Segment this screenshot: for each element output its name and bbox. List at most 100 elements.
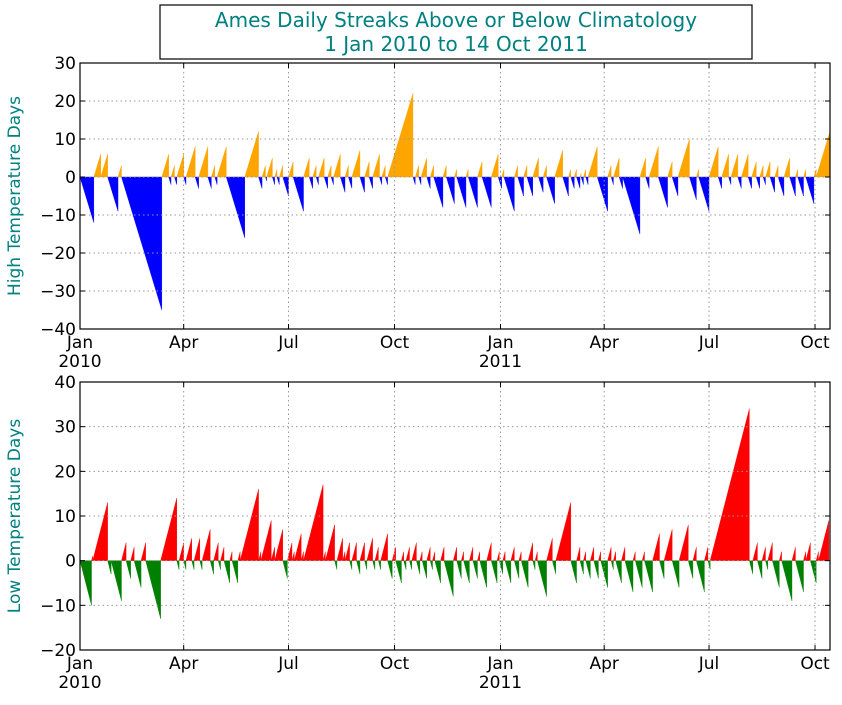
x-tick-label: Jul bbox=[698, 333, 720, 353]
streak-above-mark bbox=[401, 551, 404, 561]
streak-below-mark bbox=[356, 560, 361, 575]
streak-above-mark bbox=[288, 161, 294, 178]
streak-below-mark bbox=[207, 176, 212, 189]
streak-above-mark bbox=[678, 524, 689, 561]
streak-below-mark bbox=[258, 176, 263, 189]
streak-above-mark bbox=[322, 551, 326, 561]
streak-above-mark bbox=[818, 520, 830, 561]
streak-above-mark bbox=[583, 169, 586, 178]
x-tick-label: Jan bbox=[66, 654, 93, 674]
streak-above-mark bbox=[752, 542, 758, 561]
streak-below-mark bbox=[194, 176, 199, 189]
streak-below-mark bbox=[737, 176, 742, 189]
streak-above-mark bbox=[815, 131, 831, 178]
streak-below-mark bbox=[276, 176, 280, 185]
streak-above-mark bbox=[741, 154, 749, 178]
streak-below-mark bbox=[421, 560, 427, 579]
streak-above-mark bbox=[652, 533, 660, 561]
streak-above-mark bbox=[351, 150, 361, 178]
streak-above-mark bbox=[185, 538, 192, 561]
x-tick-label: Jul bbox=[277, 333, 299, 353]
x-tick-label: Jan bbox=[486, 333, 513, 353]
streak-above-mark bbox=[514, 165, 518, 178]
streak-above-mark bbox=[291, 551, 295, 561]
streak-above-mark bbox=[803, 551, 807, 561]
streak-below-mark bbox=[658, 176, 668, 208]
x-tick-year-label: 2011 bbox=[479, 352, 522, 372]
streak-below-mark bbox=[107, 176, 119, 212]
streak-below-mark bbox=[378, 560, 381, 570]
streak-above-mark bbox=[708, 146, 719, 178]
streak-below-mark bbox=[805, 176, 815, 204]
chart-subtitle: 1 Jan 2010 to 14 Oct 2011 bbox=[324, 32, 588, 56]
streak-below-mark bbox=[552, 560, 557, 575]
streak-above-mark bbox=[568, 169, 571, 178]
streak-above-mark bbox=[213, 542, 219, 561]
streak-below-mark bbox=[349, 560, 353, 570]
streak-above-mark bbox=[279, 165, 283, 178]
streak-above-mark bbox=[534, 551, 538, 561]
streak-below-mark bbox=[698, 176, 710, 212]
y-tick-label: 20 bbox=[54, 92, 76, 112]
streak-below-mark bbox=[168, 176, 172, 185]
streak-above-mark bbox=[420, 157, 427, 178]
streak-below-mark bbox=[340, 176, 346, 193]
streak-above-mark bbox=[607, 165, 612, 178]
streak-above-mark bbox=[260, 520, 272, 561]
streak-below-mark bbox=[199, 560, 203, 570]
streak-above-mark bbox=[432, 551, 436, 561]
y-tick-label: 30 bbox=[54, 54, 76, 74]
streak-above-mark bbox=[303, 484, 324, 561]
streak-above-mark bbox=[312, 165, 317, 178]
y-tick-label: −40 bbox=[40, 320, 76, 340]
streak-below-mark bbox=[125, 560, 131, 579]
streak-above-mark bbox=[607, 547, 612, 561]
x-tick-label: Oct bbox=[380, 333, 410, 353]
streak-below-mark bbox=[689, 176, 697, 200]
streak-below-mark bbox=[409, 560, 412, 570]
streak-below-mark bbox=[110, 560, 122, 601]
streak-below-mark bbox=[209, 560, 214, 575]
y-tick-label: −30 bbox=[40, 282, 76, 302]
streak-below-mark bbox=[272, 176, 275, 185]
y-axis-label: Low Temperature Days bbox=[5, 419, 25, 614]
streak-below-mark bbox=[538, 176, 544, 193]
streak-below-mark bbox=[503, 176, 515, 212]
x-tick-label: Apr bbox=[589, 654, 618, 674]
streak-above-mark bbox=[696, 169, 699, 178]
streak-above-mark bbox=[216, 146, 227, 178]
streak-above-mark bbox=[387, 93, 414, 178]
streak-above-mark bbox=[587, 146, 598, 178]
streak-below-mark bbox=[463, 560, 470, 584]
streak-above-mark bbox=[198, 146, 209, 178]
streak-above-mark bbox=[300, 551, 304, 561]
streak-above-mark bbox=[351, 542, 357, 561]
x-tick-label: Jul bbox=[698, 654, 720, 674]
streak-below-mark bbox=[334, 560, 338, 570]
y-tick-label: 40 bbox=[54, 373, 76, 393]
streak-above-mark bbox=[405, 547, 410, 561]
streak-below-mark bbox=[707, 560, 711, 570]
streak-above-mark bbox=[469, 547, 474, 561]
streak-above-mark bbox=[779, 551, 782, 561]
streak-below-mark bbox=[418, 176, 422, 185]
streak-above-mark bbox=[411, 542, 417, 561]
streak-below-mark bbox=[364, 560, 368, 570]
streak-above-mark bbox=[336, 538, 343, 561]
y-tick-label: −10 bbox=[40, 596, 76, 616]
streak-below-mark bbox=[395, 560, 402, 584]
streak-below-mark bbox=[223, 560, 230, 584]
streak-above-mark bbox=[613, 157, 620, 178]
streak-above-mark bbox=[140, 542, 146, 561]
streak-below-mark bbox=[145, 560, 161, 619]
streak-above-mark bbox=[440, 547, 445, 561]
streak-below-mark bbox=[624, 560, 634, 592]
streak-above-mark bbox=[523, 165, 528, 178]
streak-above-mark bbox=[287, 542, 293, 561]
streak-below-mark bbox=[526, 176, 533, 197]
streak-below-mark bbox=[433, 176, 444, 208]
streak-below-mark bbox=[443, 560, 454, 597]
streak-above-mark bbox=[677, 138, 690, 178]
streak-below-mark bbox=[585, 560, 591, 579]
